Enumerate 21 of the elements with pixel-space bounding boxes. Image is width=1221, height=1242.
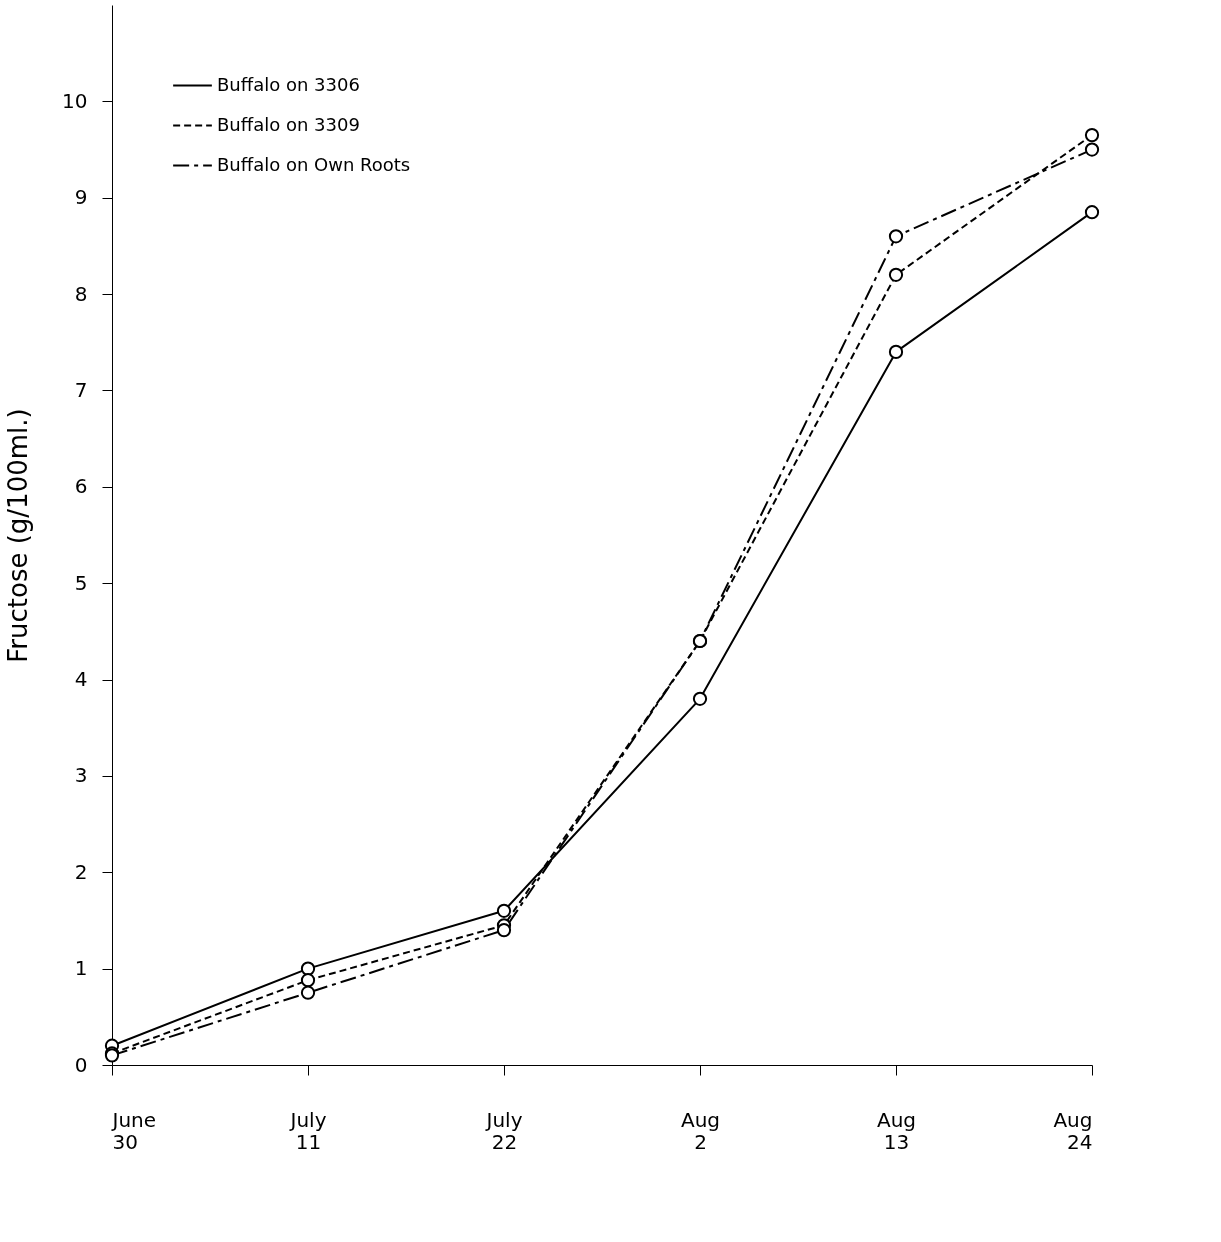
y-tick-label: 4 (74, 667, 88, 692)
x-tick-label: July 22 (484, 1107, 523, 1154)
x-tick-label: June 30 (110, 1107, 157, 1154)
legend-label: Buffalo on 3306 (217, 73, 360, 95)
y-tick-label: 2 (74, 859, 88, 884)
y-tick-label: 9 (74, 185, 88, 210)
x-tick-label: July 11 (288, 1107, 327, 1154)
y-tick-label: 3 (74, 763, 88, 788)
legend-label: Buffalo on 3309 (217, 113, 360, 135)
y-tick-label: 5 (74, 570, 88, 595)
legend-label: Buffalo on Own Roots (217, 153, 411, 175)
y-axis-title: Fructose (g/100ml.) (3, 408, 34, 663)
y-tick-label: 7 (74, 377, 88, 402)
y-tick-label: 10 (62, 88, 88, 113)
y-tick-label: 0 (74, 1052, 88, 1077)
x-tick-label: Aug 2 (680, 1107, 721, 1154)
y-tick-label: 6 (74, 474, 88, 499)
x-tick-label: Aug 24 (1053, 1107, 1093, 1154)
x-tick-label: Aug 13 (876, 1107, 917, 1154)
y-tick-label: 1 (74, 956, 88, 981)
y-tick-label: 8 (74, 281, 88, 306)
